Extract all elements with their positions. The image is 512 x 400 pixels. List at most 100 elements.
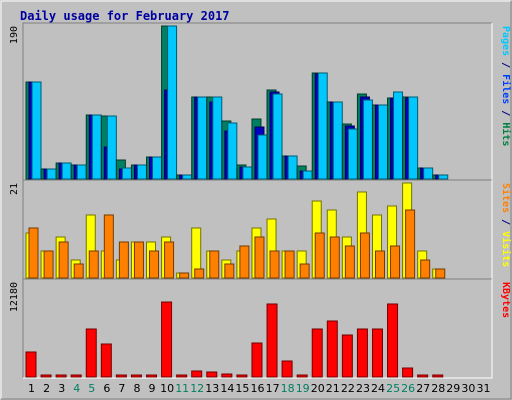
x-tick-label: 16 <box>251 382 265 395</box>
bar-pages-day-10 <box>167 25 178 180</box>
bar-kbytes-day-17 <box>266 303 278 378</box>
x-tick-label: 15 <box>235 382 249 395</box>
bar-kbytes-day-14 <box>221 373 233 378</box>
bar-kbytes-day-13 <box>206 371 218 378</box>
panel-mid: 21 Sites / Visits <box>9 179 512 280</box>
bar-pages-day-24 <box>377 104 388 180</box>
bar-sites-day-16 <box>254 236 265 279</box>
bar-pages-day-21 <box>332 101 343 180</box>
bar-pages-day-11 <box>182 174 193 180</box>
x-tick-label: 31 <box>477 382 491 395</box>
x-axis: 1 2 3 4 5 6 7 8 9 10 11 12 13 14 15 16 17 18 19 20 21 22 23 24 2… <box>28 382 491 395</box>
bar-kbytes-day-20 <box>311 328 323 378</box>
x-tick-label: 12 <box>190 382 204 395</box>
x-tick-label: 21 <box>326 382 340 395</box>
x-tick-label: 10 <box>160 382 174 395</box>
x-tick-label: 7 <box>118 382 125 395</box>
panel-frame-dark <box>22 22 492 180</box>
panel-legend-label: Pages / Files / Hits <box>500 26 512 146</box>
x-tick-label: 20 <box>311 382 325 395</box>
bar-pages-day-16 <box>257 134 268 180</box>
bar-sites-day-1 <box>28 227 39 279</box>
panel-max-label: 190 <box>9 26 20 44</box>
panel-bot: 12180 KBytes <box>9 278 511 379</box>
bar-sites-day-13 <box>209 250 220 279</box>
x-tick-label: 19 <box>296 382 310 395</box>
x-tick-label: 28 <box>431 382 445 395</box>
bar-sites-day-2 <box>43 250 54 279</box>
bar-pages-day-19 <box>302 170 313 180</box>
bar-kbytes-day-28 <box>432 374 444 378</box>
bar-kbytes-day-1 <box>25 351 37 378</box>
bar-sites-day-26 <box>405 209 416 279</box>
legend-segment: KBytes <box>500 282 511 318</box>
bar-kbytes-day-19 <box>296 374 308 378</box>
x-tick-label: 30 <box>461 382 475 395</box>
bar-sites-day-12 <box>194 268 205 279</box>
panels-layer: 190 Pages / Files / Hits 21 Sites / Visits 1… <box>9 22 512 379</box>
bar-sites-day-23 <box>359 232 370 279</box>
bar-kbytes-day-4 <box>70 374 82 378</box>
bar-pages-day-26 <box>408 96 419 180</box>
panel-max-label: 12180 <box>9 282 20 312</box>
bar-pages-day-6 <box>106 115 117 180</box>
chart-title: Daily usage for February 2017 <box>20 9 230 23</box>
bar-sites-day-19 <box>299 263 310 279</box>
bar-sites-day-22 <box>344 245 355 279</box>
bar-kbytes-day-6 <box>100 343 112 378</box>
bar-kbytes-day-9 <box>146 374 158 378</box>
x-tick-label: 2 <box>43 382 50 395</box>
bar-kbytes-day-18 <box>281 360 293 378</box>
bar-sites-day-28 <box>435 268 446 279</box>
bar-pages-day-22 <box>347 128 358 180</box>
bar-sites-day-5 <box>88 250 99 279</box>
panel-max-label: 21 <box>9 183 20 195</box>
bar-pages-day-17 <box>272 93 283 180</box>
bar-kbytes-day-21 <box>326 320 338 378</box>
bar-kbytes-day-22 <box>341 334 353 378</box>
legend-segment: / <box>500 213 511 231</box>
bar-pages-day-8 <box>136 164 147 180</box>
legend-segment: Files <box>500 74 512 104</box>
x-tick-label: 13 <box>205 382 219 395</box>
bar-pages-day-18 <box>287 155 298 180</box>
bar-kbytes-day-8 <box>130 374 142 378</box>
bar-pages-day-25 <box>393 91 404 180</box>
x-tick-label: 1 <box>28 382 35 395</box>
bar-kbytes-day-27 <box>417 374 429 378</box>
x-tick-label: 18 <box>281 382 295 395</box>
bar-pages-day-3 <box>61 162 72 180</box>
bar-kbytes-day-24 <box>371 328 383 378</box>
x-tick-label: 3 <box>58 382 65 395</box>
bar-pages-day-23 <box>362 99 373 180</box>
x-tick-label: 14 <box>220 382 234 395</box>
x-tick-label: 26 <box>401 382 415 395</box>
bar-sites-day-14 <box>224 263 235 279</box>
bar-sites-day-20 <box>314 232 325 279</box>
bar-pages-day-12 <box>197 96 208 180</box>
bar-sites-day-7 <box>118 241 129 279</box>
x-tick-label: 9 <box>149 382 156 395</box>
bar-kbytes-day-23 <box>356 328 368 378</box>
panel-frame-light <box>23 279 493 379</box>
bar-kbytes-day-25 <box>387 303 399 378</box>
x-tick-label: 27 <box>416 382 430 395</box>
legend-segment: Hits <box>500 122 512 146</box>
bar-sites-day-18 <box>284 250 295 279</box>
x-tick-label: 6 <box>103 382 110 395</box>
bar-kbytes-day-2 <box>40 374 52 378</box>
bar-kbytes-day-7 <box>115 374 127 378</box>
bar-sites-day-3 <box>58 241 69 279</box>
legend-segment: Visits <box>500 231 512 267</box>
x-tick-label: 11 <box>175 382 189 395</box>
bar-pages-day-15 <box>242 166 253 180</box>
bar-sites-day-8 <box>133 241 144 279</box>
bar-sites-day-24 <box>374 250 385 279</box>
panel-frame-dark <box>22 278 492 378</box>
panel-top: 190 Pages / Files / Hits <box>9 22 512 181</box>
x-tick-label: 29 <box>446 382 460 395</box>
